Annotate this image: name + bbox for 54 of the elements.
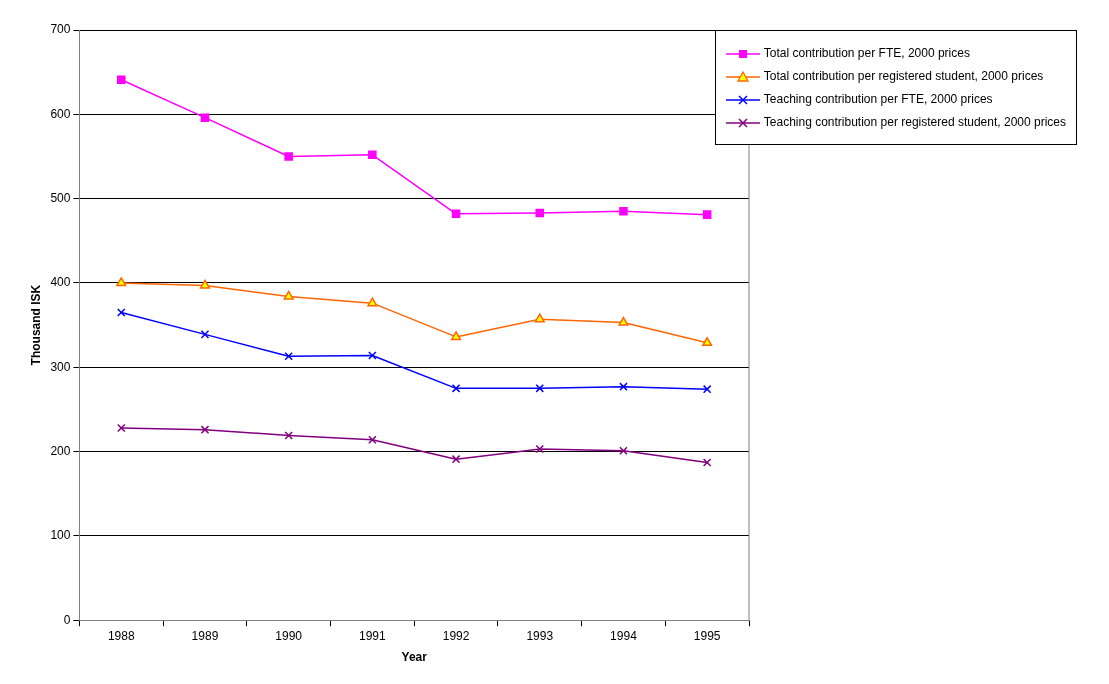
y-tick-label: 0 xyxy=(63,612,71,627)
y-axis-title: Thousand ISK xyxy=(28,284,43,366)
point xyxy=(702,337,713,347)
point xyxy=(284,431,293,440)
x-tick-label: 1995 xyxy=(693,628,721,643)
point xyxy=(284,152,293,161)
point xyxy=(535,208,545,218)
point xyxy=(534,313,545,323)
point xyxy=(116,277,127,287)
point xyxy=(283,290,294,300)
point xyxy=(450,331,462,341)
point xyxy=(200,330,210,339)
point xyxy=(619,382,628,391)
x-tick-label: 1989 xyxy=(191,628,219,643)
point xyxy=(116,423,126,433)
legend-label: Teaching contribution per FTE, 2000 prices xyxy=(763,92,993,106)
point xyxy=(199,279,211,289)
y-tick-label: 400 xyxy=(50,275,71,290)
point xyxy=(619,446,628,456)
y-tick-label: 200 xyxy=(50,443,71,458)
point xyxy=(535,444,545,454)
x-tick-label: 1988 xyxy=(107,628,135,643)
y-tick-label: 300 xyxy=(50,359,71,374)
x-tick-label: 1993 xyxy=(526,628,554,643)
point xyxy=(535,384,545,393)
point xyxy=(368,435,377,445)
y-tick-label: 500 xyxy=(50,190,71,205)
point xyxy=(200,425,210,434)
point xyxy=(702,210,712,219)
point xyxy=(368,351,377,360)
legend-label: Total contribution per FTE, 2000 prices xyxy=(763,46,970,60)
legend-label: Total contribution per registered student, 2000 prices xyxy=(763,69,1044,83)
y-tick-label: 100 xyxy=(50,528,71,543)
x-tick-label: 1991 xyxy=(359,628,387,643)
point xyxy=(116,75,126,85)
x-tick-label: 1994 xyxy=(610,628,638,643)
point xyxy=(284,352,293,361)
point xyxy=(702,458,712,467)
y-tick-label: 700 xyxy=(50,22,71,37)
point xyxy=(368,150,377,160)
x-tick-label: 1990 xyxy=(275,628,303,643)
x-axis-title: Year xyxy=(401,650,428,665)
point xyxy=(200,113,210,122)
point xyxy=(451,384,461,393)
point xyxy=(116,308,126,317)
y-tick-label: 600 xyxy=(50,106,71,121)
legend-label: Teaching contribution per registered student, 2000 prices xyxy=(763,115,1066,129)
point xyxy=(367,297,378,307)
point xyxy=(702,384,712,394)
point xyxy=(451,454,461,464)
point xyxy=(618,316,629,326)
point xyxy=(451,209,461,219)
x-tick-label: 1992 xyxy=(442,628,470,643)
point xyxy=(619,206,628,216)
